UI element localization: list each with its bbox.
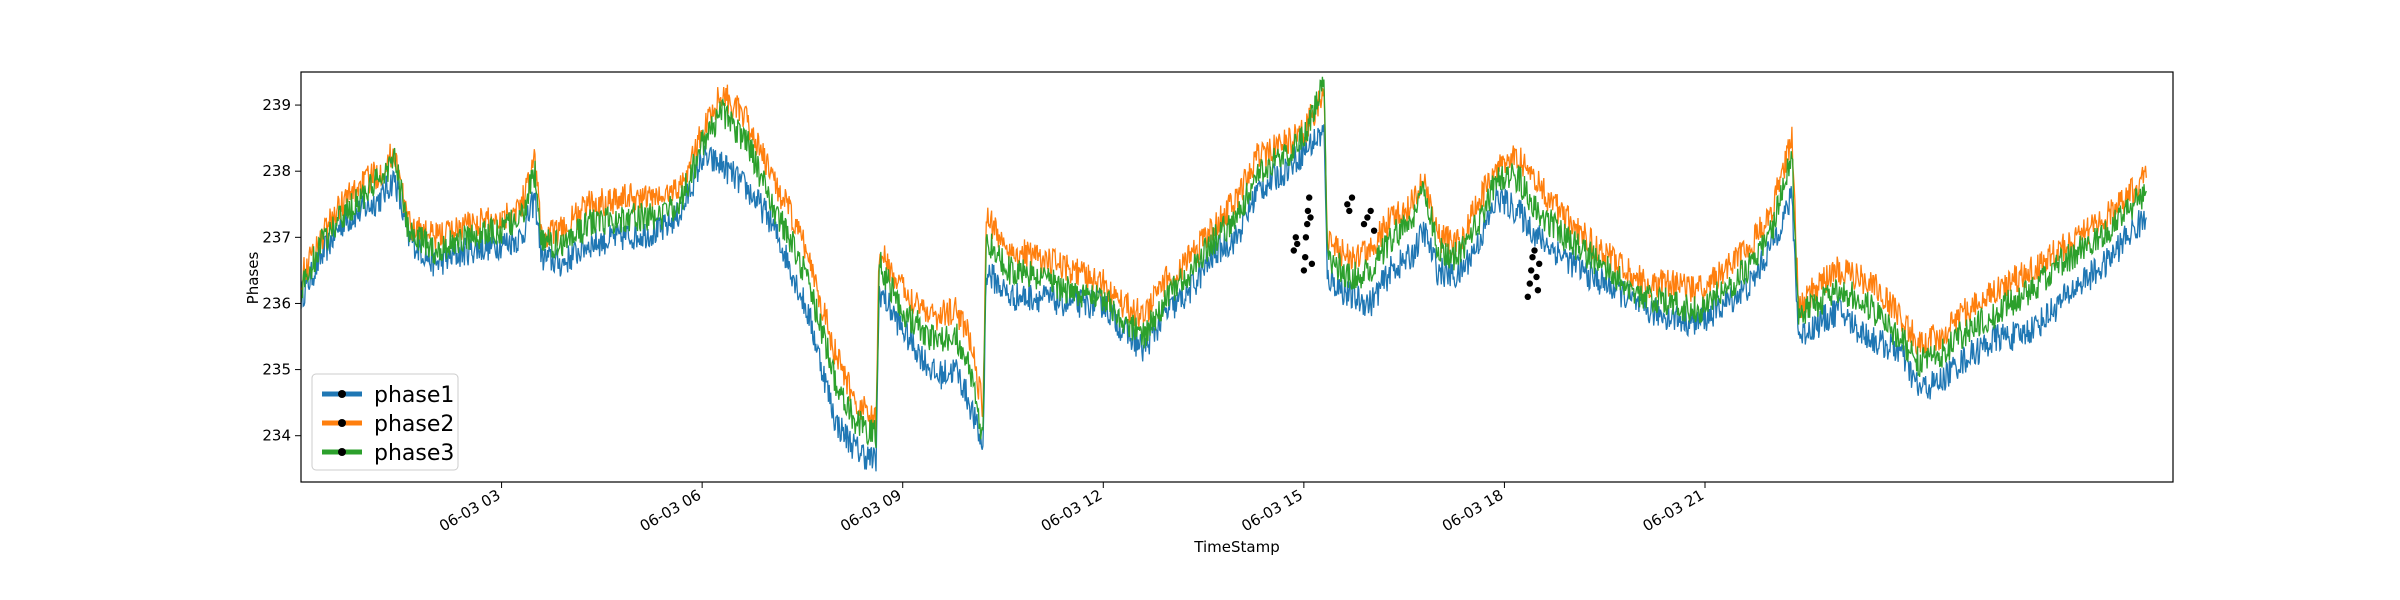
x-tick-label: 06-03 18 <box>1439 486 1506 535</box>
series-layer <box>301 76 2147 472</box>
anomaly-marker <box>1303 220 1311 228</box>
y-tick-label: 238 <box>262 162 291 180</box>
anomaly-marker <box>1293 240 1301 248</box>
anomaly-marker <box>1366 207 1375 215</box>
anomaly-marker <box>1363 213 1372 222</box>
anomaly-marker <box>1301 253 1309 262</box>
anomaly-marker <box>1343 200 1352 209</box>
series-line-phase3 <box>301 76 2147 449</box>
anomaly-marker <box>1305 193 1313 202</box>
legend-label-phase3: phase3 <box>374 441 454 466</box>
anomaly-marker <box>1308 259 1316 268</box>
y-axis: 234 235 236 237 238 239 <box>262 96 301 445</box>
legend-marker <box>338 390 346 398</box>
x-tick-label: 06-03 06 <box>637 486 704 535</box>
anomaly-marker <box>1292 233 1300 242</box>
anomaly-marker <box>1370 226 1378 235</box>
legend-box <box>311 373 459 471</box>
y-tick-label: 239 <box>262 96 291 114</box>
plot-frame <box>300 71 2174 483</box>
anomaly-marker <box>1532 273 1541 281</box>
legend-marker <box>338 419 346 427</box>
anomaly-marker <box>1304 207 1312 215</box>
y-tick-label: 235 <box>262 361 291 379</box>
x-tick-label: 06-03 15 <box>1238 486 1305 535</box>
anomaly-marker <box>1360 220 1368 228</box>
x-tick-label: 06-03 03 <box>436 486 503 535</box>
anomaly-marker <box>1348 193 1356 202</box>
anomaly-marker <box>1534 286 1542 295</box>
anomaly-marker <box>1535 259 1543 268</box>
y-tick-label: 237 <box>262 228 291 246</box>
anomaly-markers <box>1290 193 1543 301</box>
anomaly-marker <box>1526 279 1534 288</box>
legend-marker <box>338 448 346 456</box>
x-tick-label: 06-03 09 <box>837 486 904 535</box>
x-tick-label: 06-03 12 <box>1038 486 1105 535</box>
anomaly-marker <box>1528 253 1537 262</box>
anomaly-marker <box>1345 207 1354 215</box>
legend-label-phase1: phase1 <box>374 383 454 408</box>
x-axis: 06-03 03 06-03 06 06-03 09 06-03 12 06-03 15… <box>436 482 1707 535</box>
x-tick-label: 06-03 21 <box>1640 486 1707 535</box>
anomaly-marker <box>1527 266 1535 275</box>
series-line-phase1 <box>301 124 2147 472</box>
legend: phase1 phase2 phase3 <box>311 373 459 471</box>
legend-label-phase2: phase2 <box>374 412 454 437</box>
anomaly-marker <box>1300 266 1308 275</box>
anomaly-marker <box>1306 213 1315 222</box>
y-tick-label: 236 <box>262 294 291 312</box>
anomaly-marker <box>1302 233 1310 242</box>
anomaly-marker <box>1290 246 1298 255</box>
x-axis-label: TimeStamp <box>1193 538 1279 556</box>
anomaly-marker <box>1530 246 1539 255</box>
anomaly-marker <box>1524 292 1532 301</box>
y-tick-label: 234 <box>262 427 291 445</box>
y-axis-label: Phases <box>244 252 262 305</box>
